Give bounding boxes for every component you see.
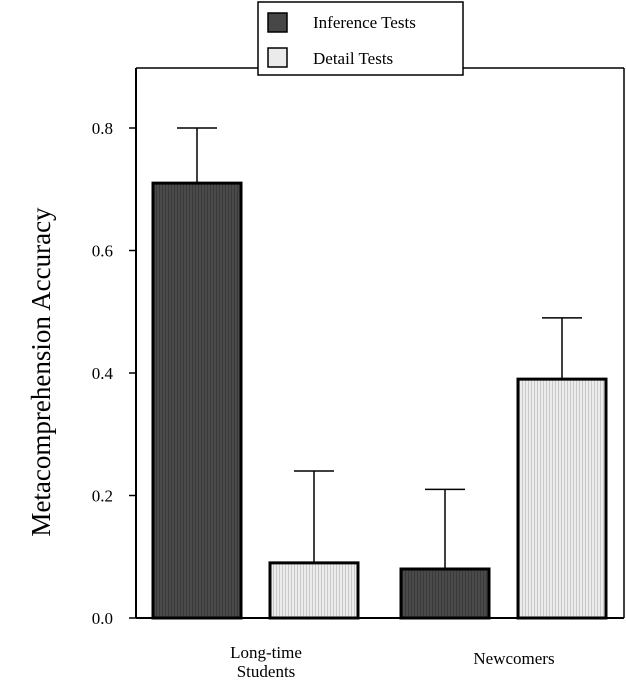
bar-detail-tests [516, 377, 608, 620]
category-label: Long-time Students [230, 643, 302, 681]
bars [151, 181, 608, 620]
legend-swatch-detail-tests [267, 47, 288, 68]
legend-label-inference-tests: Inference Tests [313, 13, 416, 32]
y-tick-label: 0.4 [92, 364, 114, 383]
y-tick-label: 0.0 [92, 609, 113, 628]
category-label: Newcomers [473, 649, 554, 668]
legend-box [257, 1, 464, 76]
error-bars [177, 127, 582, 569]
bar-inference-tests [399, 567, 491, 620]
y-tick-label: 0.6 [92, 242, 113, 261]
legend: Inference Tests Detail Tests [257, 1, 464, 76]
y-tick-label: 0.8 [92, 119, 113, 138]
y-axis-label: Metacomprehension Accuracy [26, 207, 56, 537]
y-axis-ticks: 0.0 0.2 0.4 0.6 0.8 [92, 119, 136, 628]
category-labels: Long-time Students Newcomers [230, 643, 554, 681]
legend-swatch-inference-tests [267, 12, 288, 33]
bar-detail-tests [268, 561, 360, 620]
bar-inference-tests [151, 181, 243, 620]
y-tick-label: 0.2 [92, 487, 113, 506]
legend-label-detail-tests: Detail Tests [313, 49, 393, 68]
